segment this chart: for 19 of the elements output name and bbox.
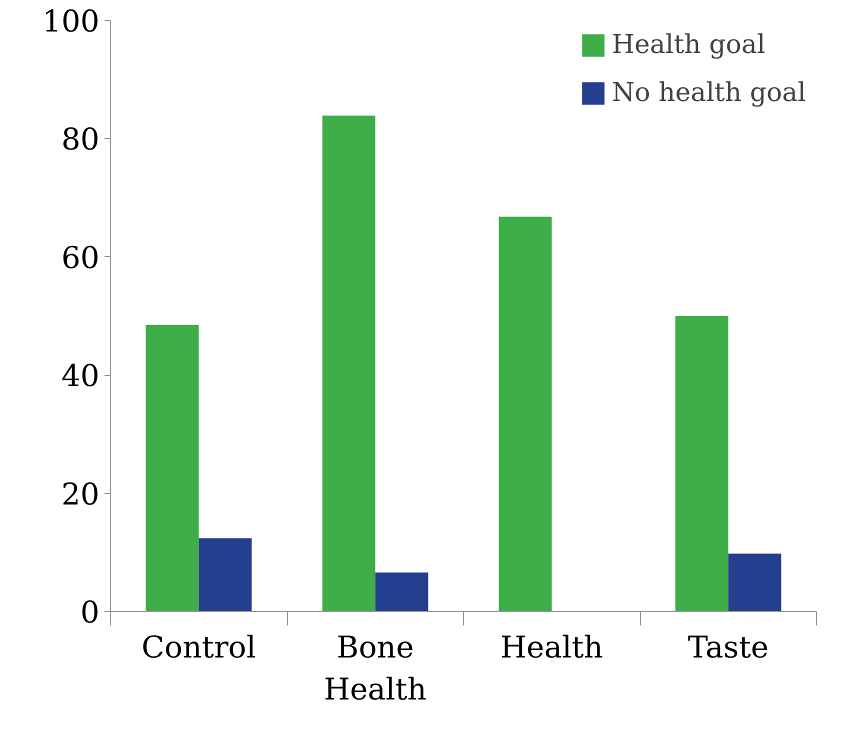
legend-label: No health goal xyxy=(612,78,806,108)
y-tick-label: 40 xyxy=(61,359,100,394)
y-tick-label: 0 xyxy=(80,596,100,630)
x-tick-label: Control xyxy=(142,630,256,666)
y-tick-label: 80 xyxy=(61,122,100,158)
bar xyxy=(146,324,199,612)
y-tick-label: 20 xyxy=(61,477,100,512)
x-tick-label: Taste xyxy=(688,630,769,666)
x-tick-label: Bone Health xyxy=(324,630,427,708)
legend-label: Health goal xyxy=(612,30,766,60)
bar xyxy=(728,554,782,612)
y-tick-label: 100 xyxy=(42,4,100,40)
bar xyxy=(198,538,252,612)
bar xyxy=(675,316,728,612)
x-tick-label: Health xyxy=(500,630,604,666)
y-tick-label: 60 xyxy=(61,240,100,276)
bar xyxy=(498,216,552,612)
bar xyxy=(322,116,376,612)
bar xyxy=(375,572,428,612)
